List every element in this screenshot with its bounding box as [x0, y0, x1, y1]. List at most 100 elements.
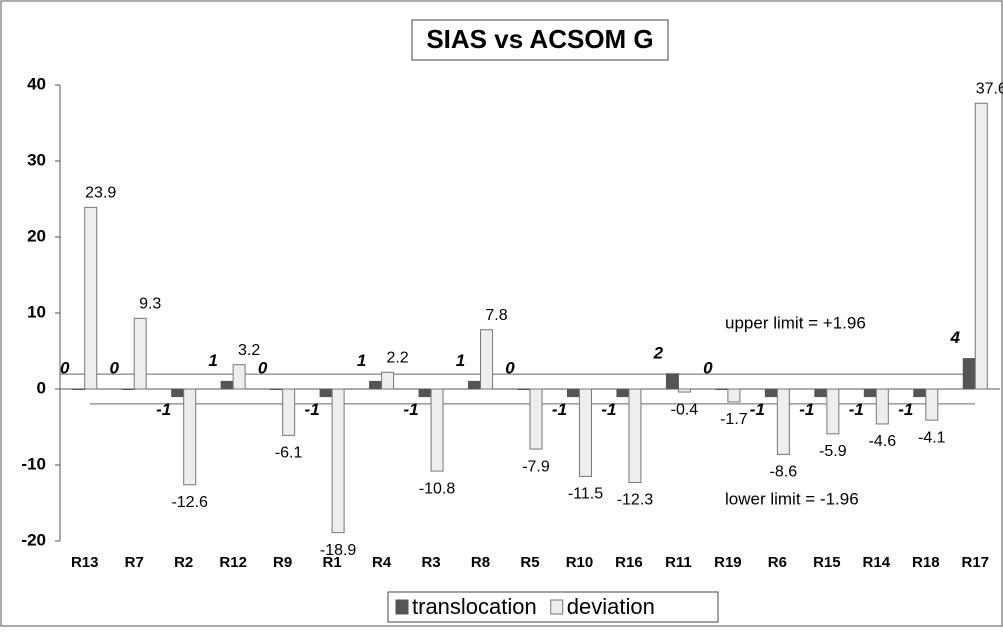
data-label: 0	[703, 358, 713, 377]
bar	[84, 206, 98, 390]
bar	[925, 388, 939, 421]
title-box	[411, 19, 669, 61]
data-label: 1	[208, 351, 217, 370]
data-label: -1	[156, 400, 171, 419]
data-label: -1	[305, 400, 320, 419]
data-label: 0	[109, 358, 119, 377]
bar	[270, 388, 284, 390]
x-tick-label: R5	[520, 554, 539, 571]
data-label: -1	[849, 400, 864, 419]
data-label: -1	[750, 400, 765, 419]
data-label: 7.8	[485, 307, 507, 324]
x-tick-label: R8	[471, 554, 490, 571]
x-tick-label: R18	[912, 554, 940, 571]
bar	[430, 388, 444, 472]
y-tick-label: 30	[27, 150, 46, 169]
x-tick-label: R10	[566, 554, 594, 571]
data-label: 1	[357, 351, 366, 370]
bar	[776, 388, 790, 455]
data-label: -4.1	[918, 429, 946, 446]
bar	[578, 388, 592, 477]
bar	[566, 388, 580, 398]
bar	[517, 388, 531, 390]
bar	[282, 388, 296, 436]
bar	[418, 388, 432, 398]
y-tick-label: 10	[27, 302, 46, 321]
bar	[974, 102, 988, 390]
data-label: -1	[898, 400, 913, 419]
y-tick-label: -20	[21, 530, 46, 549]
data-label: -1	[403, 400, 418, 419]
bar	[529, 388, 543, 450]
x-tick-label: R14	[863, 554, 891, 571]
bar	[962, 358, 976, 390]
bar	[826, 388, 840, 435]
bar	[875, 388, 889, 425]
legend-swatch	[550, 599, 564, 615]
data-label: -6.1	[275, 445, 303, 462]
x-tick-label: R17	[961, 554, 989, 571]
data-label: -7.9	[522, 458, 550, 475]
reference-label: lower limit = -1.96	[725, 489, 859, 508]
x-tick-label: R15	[813, 554, 841, 571]
y-tick-label: -10	[21, 454, 46, 473]
reference-label: upper limit = +1.96	[725, 314, 866, 333]
bar	[677, 388, 691, 393]
data-label: 9.3	[139, 296, 161, 313]
bar	[616, 388, 630, 398]
bar	[319, 388, 333, 398]
x-tick-label: R12	[219, 554, 247, 571]
bar	[171, 388, 185, 398]
data-label: 23.9	[85, 185, 116, 202]
data-label: -12.3	[617, 492, 654, 509]
x-tick-label: R4	[372, 554, 392, 571]
bar	[121, 388, 135, 390]
x-tick-label: R13	[71, 554, 99, 571]
data-label: 0	[258, 358, 268, 377]
bar	[715, 388, 729, 390]
x-tick-label: R1	[323, 554, 342, 571]
data-label: -18.9	[320, 542, 357, 559]
data-label: -1	[552, 400, 567, 419]
x-tick-label: R3	[421, 554, 440, 571]
data-label: 37.6	[976, 80, 1003, 97]
data-label: -8.6	[770, 464, 798, 481]
x-tick-label: R2	[174, 554, 193, 571]
bar	[133, 317, 147, 390]
data-label: 3.2	[238, 342, 260, 359]
bar	[232, 364, 246, 390]
bar	[72, 388, 86, 390]
bar	[628, 388, 642, 483]
bar	[727, 388, 741, 403]
x-tick-label: R11	[665, 554, 692, 571]
bar	[468, 380, 482, 390]
data-label: -10.8	[419, 480, 456, 497]
y-tick-label: 40	[27, 74, 46, 93]
data-label: -4.6	[869, 433, 897, 450]
x-tick-label: R19	[714, 554, 742, 571]
data-label: -1	[601, 400, 616, 419]
bar	[331, 388, 345, 534]
bar	[665, 373, 679, 390]
bar	[369, 380, 383, 390]
chart-title: SIAS vs ACSOM G	[426, 24, 653, 54]
data-label: -5.9	[819, 443, 847, 460]
legend-swatch	[395, 599, 409, 615]
x-tick-label: R7	[125, 554, 144, 571]
data-label: 4	[950, 328, 961, 347]
bar	[220, 380, 234, 390]
data-label: 1	[456, 351, 465, 370]
x-tick-label: R6	[768, 554, 787, 571]
bar	[863, 388, 877, 398]
bar	[480, 329, 494, 390]
data-label: 2.2	[386, 349, 408, 366]
data-label: -12.6	[171, 494, 208, 511]
bar	[764, 388, 778, 398]
data-label: 0	[60, 358, 70, 377]
bar	[913, 388, 927, 398]
data-label: 2	[653, 343, 664, 362]
bar	[183, 388, 197, 486]
legend-label: deviation	[567, 594, 655, 619]
